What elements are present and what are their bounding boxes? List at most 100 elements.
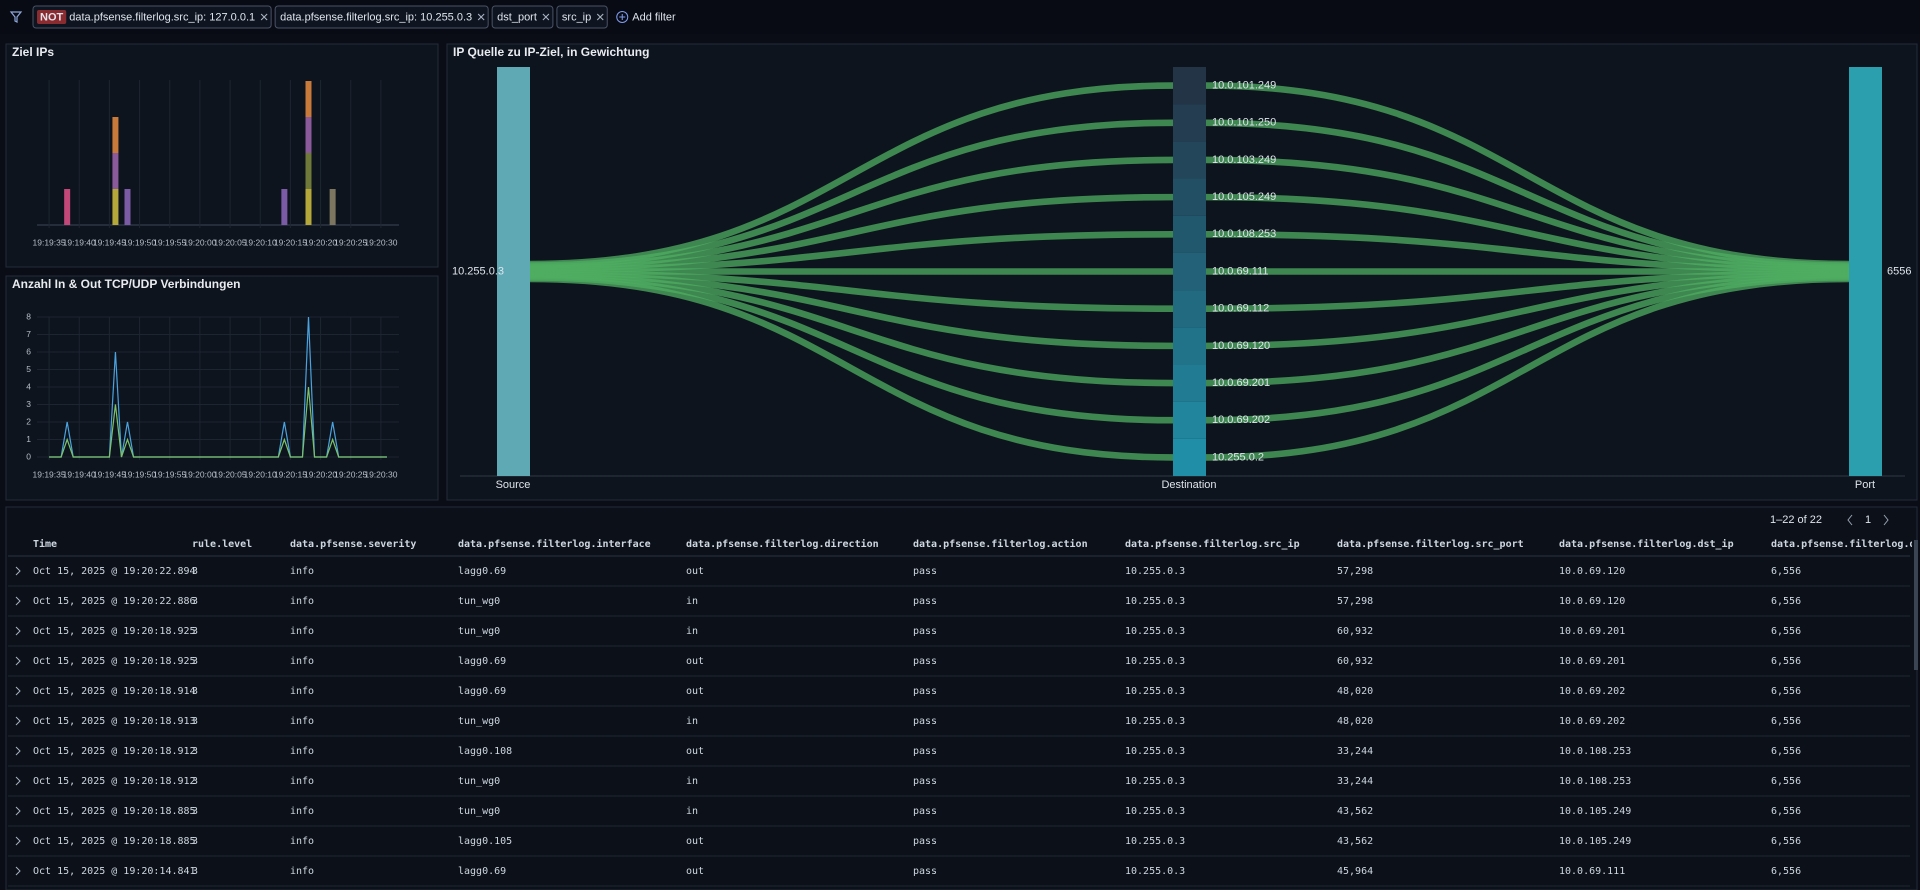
column-header[interactable]: rule.level	[192, 539, 252, 550]
scrollbar[interactable]	[1914, 540, 1918, 670]
cell: pass	[913, 776, 937, 787]
cell: lagg0.105	[458, 836, 512, 847]
add-icon	[619, 14, 626, 20]
line-series	[49, 386, 387, 458]
cell: 3	[192, 776, 198, 787]
x-tick-label: 19:19:35	[33, 469, 66, 479]
expand-toggle[interactable]	[15, 716, 21, 726]
x-tick-label: 19:20:15	[274, 237, 307, 247]
cell: 6,556	[1771, 716, 1801, 727]
x-tick-label: 19:19:40	[63, 237, 96, 247]
cell: tun_wg0	[458, 716, 500, 727]
page-number[interactable]: 1	[1865, 514, 1871, 526]
cell: info	[290, 596, 314, 607]
y-tick-label: 8	[26, 311, 31, 321]
cell: in	[686, 716, 698, 727]
cell: 6,556	[1771, 806, 1801, 817]
expand-toggle[interactable]	[15, 596, 21, 606]
x-tick-label: 19:20:30	[364, 237, 397, 247]
link	[1205, 271, 1850, 350]
cell: 6,556	[1771, 566, 1801, 577]
cell: Oct 15, 2025 @ 19:20:18.913	[33, 716, 196, 727]
expand-toggle[interactable]	[15, 566, 21, 576]
destination-node	[1173, 252, 1206, 291]
cell: 10.0.69.201	[1559, 626, 1625, 637]
bar-segment	[305, 117, 312, 153]
bar-segment	[64, 189, 71, 225]
cell: 10.255.0.3	[1125, 836, 1185, 847]
column-header[interactable]: data.pfsense.filterlog.dst_port	[1771, 538, 1920, 550]
filter-chip[interactable]: dst_port	[491, 5, 554, 29]
bar-segment	[305, 189, 312, 225]
add-filter[interactable]: Add filter	[632, 11, 676, 23]
expand-toggle[interactable]	[15, 866, 21, 876]
column-header[interactable]: data.pfsense.filterlog.direction	[686, 538, 879, 550]
cell: Oct 15, 2025 @ 19:20:18.925	[33, 656, 196, 667]
column-header[interactable]: data.pfsense.filterlog.interface	[458, 538, 651, 550]
column-header[interactable]: Time	[33, 538, 57, 550]
link	[529, 275, 1174, 461]
chip-close[interactable]	[542, 13, 550, 21]
expand-toggle[interactable]	[15, 806, 21, 816]
cell: 6,556	[1771, 656, 1801, 667]
cell: 3	[192, 746, 198, 757]
column-header[interactable]: data.pfsense.filterlog.action	[913, 538, 1088, 550]
destination-label: 10.0.69.202	[1212, 414, 1270, 426]
cell: out	[686, 686, 704, 697]
destination-node	[1173, 178, 1206, 216]
cell: lagg0.108	[458, 746, 512, 757]
cell: lagg0.69	[458, 656, 506, 667]
cell: info	[290, 776, 314, 787]
filter-icon[interactable]	[9, 11, 23, 23]
destination-node	[1173, 290, 1206, 328]
column-header[interactable]: data.pfsense.filterlog.src_ip	[1125, 538, 1300, 550]
link	[1205, 272, 1850, 387]
destination-label: 10.0.108.253	[1212, 228, 1276, 240]
x-tick-label: 19:20:05	[214, 237, 247, 247]
cell: 6,556	[1771, 626, 1801, 637]
chip-close[interactable]	[596, 13, 604, 21]
next-page[interactable]	[1883, 514, 1889, 526]
column-header[interactable]: data.pfsense.severity	[290, 538, 416, 550]
link	[529, 272, 1174, 387]
cell: 6,556	[1771, 866, 1801, 877]
cell: pass	[913, 866, 937, 877]
table-panel	[5, 506, 1918, 890]
link	[1205, 269, 1850, 312]
destination-node	[1173, 67, 1206, 105]
chip-close[interactable]	[477, 13, 485, 21]
expand-toggle[interactable]	[15, 686, 21, 696]
link	[1205, 274, 1850, 424]
link	[1205, 119, 1850, 269]
add-icon[interactable]	[616, 11, 629, 23]
expand-toggle[interactable]	[15, 626, 21, 636]
expand-toggle[interactable]	[15, 746, 21, 756]
cell: info	[290, 656, 314, 667]
cell: pass	[913, 746, 937, 757]
cell: out	[686, 566, 704, 577]
expand-toggle[interactable]	[15, 656, 21, 666]
cell: Oct 15, 2025 @ 19:20:18.912	[33, 746, 196, 757]
filter-chip[interactable]: data.pfsense.filterlog.src_ip: 10.255.0.…	[274, 5, 489, 29]
filter-chip[interactable]: NOT data.pfsense.filterlog.src_ip: 127.0.…	[32, 5, 272, 29]
column-header[interactable]: data.pfsense.filterlog.dst_ip	[1559, 538, 1734, 550]
cell: lagg0.69	[458, 686, 506, 697]
x-tick-label: 19:19:50	[123, 237, 156, 247]
expand-toggle[interactable]	[15, 776, 21, 786]
column-header[interactable]: data.pfsense.filterlog.src_port	[1337, 538, 1524, 550]
prev-page[interactable]	[1847, 514, 1853, 526]
y-tick-label: 0	[26, 451, 31, 461]
cell: lagg0.69	[458, 866, 506, 877]
link	[1205, 275, 1850, 461]
chip-bg	[32, 5, 272, 29]
bar-segment	[281, 189, 288, 225]
x-tick-label: 19:20:25	[334, 469, 367, 479]
filter-chip[interactable]: src_ip	[556, 5, 608, 29]
panel	[5, 275, 439, 501]
x-tick-label: 19:20:20	[304, 469, 337, 479]
cell: info	[290, 806, 314, 817]
chip-close[interactable]	[260, 13, 268, 21]
expand-toggle[interactable]	[15, 836, 21, 846]
x-tick-label: 19:19:45	[93, 237, 126, 247]
cell: lagg0.69	[458, 566, 506, 577]
